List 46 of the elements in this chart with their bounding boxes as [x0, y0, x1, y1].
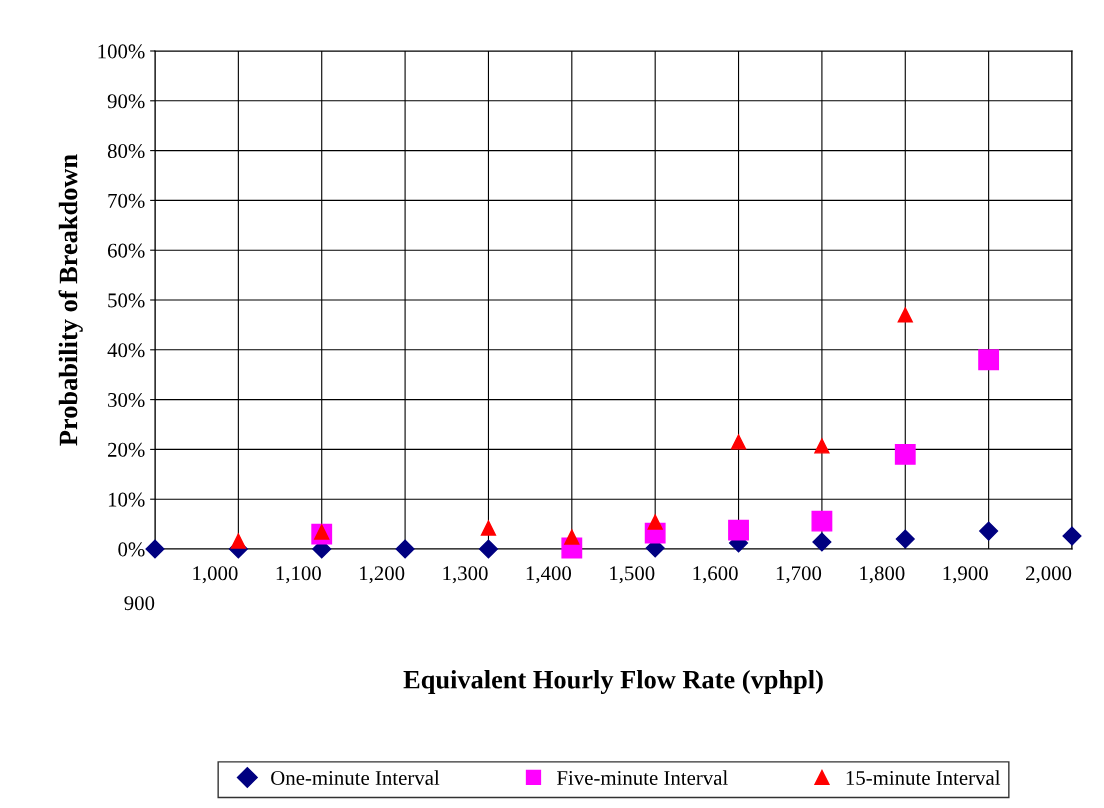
point [564, 529, 580, 545]
y-tick-label: 10% [108, 492, 145, 507]
y-tick-label: 80% [107, 143, 145, 159]
x-tick-label: 1,800 [860, 566, 905, 584]
point [1062, 526, 1082, 546]
x-tick-label: 1,600 [693, 566, 738, 584]
x-tick-label: 1,700 [776, 566, 822, 584]
x-tick-label: 1,200 [360, 566, 405, 584]
x-tick-label: 1,400 [526, 566, 572, 584]
point [978, 349, 1000, 371]
point [480, 520, 497, 536]
y-tick-label: 40% [107, 343, 145, 358]
point [811, 510, 833, 532]
point [728, 519, 749, 541]
x-tick-label: 1,500 [610, 566, 655, 584]
point [647, 514, 663, 530]
legend-label: One-minute Interval [271, 770, 440, 785]
x-tick-label: 1,100 [276, 566, 321, 584]
point [979, 521, 999, 541]
y-tick-label: 30% [108, 392, 145, 408]
x-tick-label: 1,900 [943, 566, 988, 584]
y-axis-title: Probability of Breakdown [58, 154, 83, 446]
y-tick-label: 70% [108, 193, 145, 208]
point [894, 443, 916, 465]
x-axis-title: Equivalent Hourly Flow Rate (vphpl) [403, 670, 823, 694]
point [395, 539, 415, 559]
point [812, 532, 832, 552]
y-tick-label: 20% [108, 442, 145, 457]
y-tick-label: 50% [108, 293, 145, 308]
x-tick-label: 2,000 [1026, 566, 1072, 584]
point [730, 434, 747, 450]
y-tick-label: 0% [118, 542, 145, 557]
y-tick-label: 60% [107, 243, 145, 258]
y-tick-label: 90% [107, 94, 145, 109]
point [895, 529, 915, 549]
x-tick-label: 1,000 [193, 566, 238, 584]
point [814, 438, 830, 454]
point [145, 539, 165, 559]
x-tick-label: 900 [124, 596, 155, 611]
point [897, 307, 913, 323]
point [230, 533, 247, 549]
y-tick-label: 100% [98, 44, 145, 59]
point [478, 539, 498, 559]
legend-label: Five-minute Interval [557, 770, 728, 785]
x-tick-label: 1,300 [443, 566, 488, 584]
legend-label: 15-minute Interval [846, 770, 1001, 785]
